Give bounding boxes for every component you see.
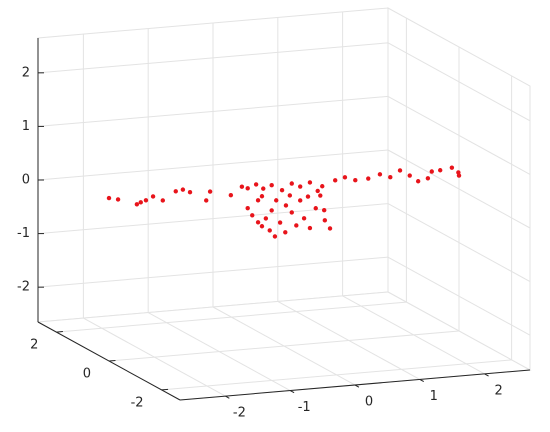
point: [321, 208, 327, 213]
point: [342, 175, 348, 180]
point: [267, 228, 272, 233]
grid-line: [387, 203, 531, 283]
grid-line: [37, 95, 389, 127]
point: [366, 176, 371, 181]
point: [298, 198, 303, 203]
point: [307, 180, 313, 185]
grid-line: [387, 95, 531, 175]
point: [143, 198, 149, 203]
y-tick-label: 2: [30, 338, 38, 353]
point: [388, 175, 393, 180]
point: [272, 234, 278, 239]
point: [204, 198, 209, 203]
z-tick-label: 2: [22, 65, 30, 80]
point: [138, 200, 143, 205]
point: [377, 172, 383, 177]
y-tick-label: 0: [83, 367, 91, 382]
point: [228, 192, 234, 198]
point: [274, 198, 279, 203]
grid-line: [108, 330, 460, 362]
point: [255, 198, 261, 203]
point: [250, 213, 255, 218]
point: [333, 178, 338, 183]
x-tick-label: -1: [298, 400, 311, 415]
point: [407, 173, 412, 178]
point: [255, 220, 261, 225]
point: [283, 203, 289, 208]
point: [438, 168, 443, 173]
point: [180, 187, 186, 192]
point: [315, 188, 320, 194]
point: [456, 173, 462, 178]
point: [289, 181, 294, 186]
grid-line: [37, 149, 389, 181]
y-tick: [56, 331, 63, 333]
point: [261, 186, 266, 191]
grid-line: [37, 42, 389, 74]
z-tick-label: -2: [17, 280, 30, 295]
point: [207, 189, 213, 194]
point: [353, 178, 358, 183]
x-tick: [289, 390, 295, 394]
z-tick-label: 0: [22, 173, 30, 188]
grid-line: [387, 42, 531, 122]
point: [327, 226, 333, 231]
point: [245, 205, 250, 211]
point: [301, 216, 307, 221]
y-tick-label: -2: [131, 395, 144, 410]
point: [106, 195, 112, 201]
point: [259, 224, 265, 229]
point: [283, 230, 288, 235]
point: [289, 210, 294, 215]
point: [415, 179, 421, 184]
y-tick: [108, 359, 116, 362]
x-tick-label: -2: [233, 406, 246, 421]
point: [313, 206, 318, 211]
grid-line: [37, 256, 389, 288]
z-tick-label: -1: [17, 226, 30, 241]
point: [263, 216, 269, 221]
point: [429, 169, 434, 174]
point: [322, 218, 328, 223]
point: [298, 184, 303, 189]
point: [245, 186, 250, 191]
grid-line: [387, 149, 531, 229]
x-tick: [225, 395, 230, 399]
point: [160, 198, 165, 203]
point: [253, 182, 259, 187]
point: [397, 168, 403, 173]
point: [294, 223, 299, 228]
point: [259, 194, 265, 199]
point: [318, 193, 323, 198]
point: [305, 194, 311, 199]
grid-line: [387, 256, 531, 336]
point: [115, 197, 121, 202]
point: [277, 220, 283, 225]
point: [150, 194, 156, 199]
point: [239, 184, 245, 189]
grid-line: [161, 359, 512, 391]
point: [173, 189, 178, 194]
grid-line: [56, 301, 407, 333]
point: [307, 225, 313, 231]
y-tick: [161, 388, 169, 391]
grid-line: [37, 203, 389, 235]
point: [449, 165, 455, 170]
point: [320, 184, 325, 189]
x-tick: [354, 384, 360, 388]
point: [187, 190, 193, 195]
x-tick-label: 1: [430, 389, 438, 404]
point: [269, 183, 274, 188]
x-tick-label: 0: [365, 395, 373, 410]
point: [279, 188, 285, 193]
point: [287, 193, 293, 198]
x-tick-label: 2: [494, 383, 502, 398]
point: [134, 202, 140, 207]
point: [269, 208, 274, 213]
z-tick-label: 1: [22, 119, 30, 134]
x-tick: [419, 379, 424, 383]
point: [425, 176, 431, 181]
x-tick: [484, 373, 489, 377]
